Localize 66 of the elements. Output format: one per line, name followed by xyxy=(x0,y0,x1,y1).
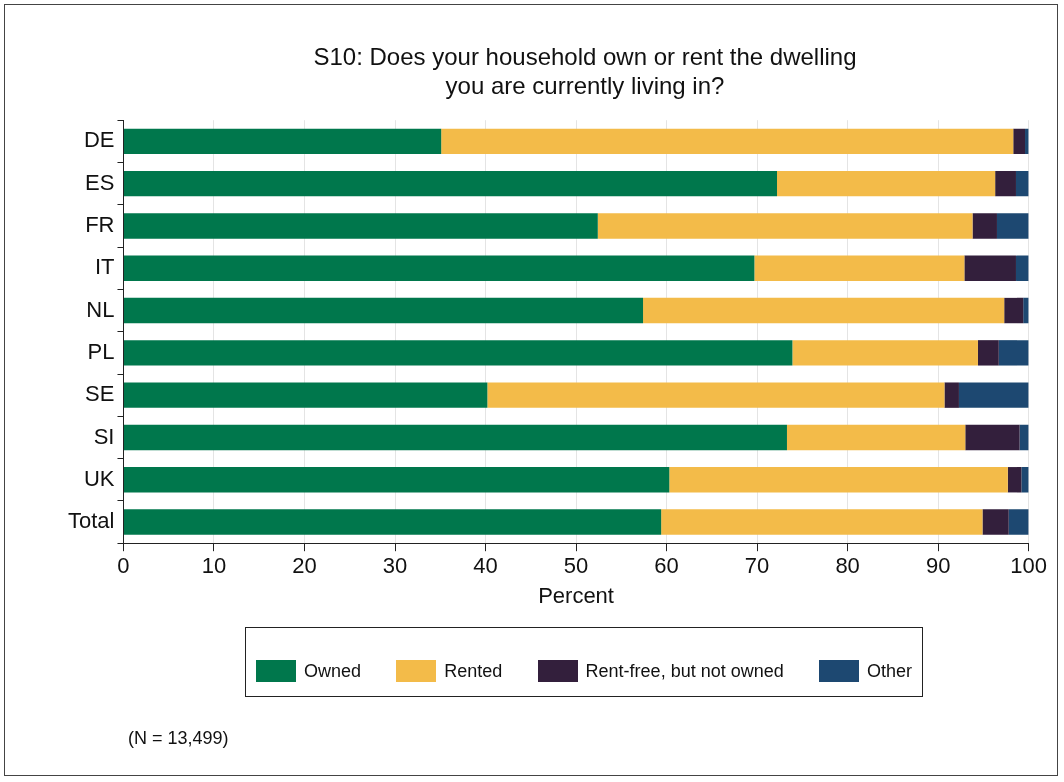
x-tick-label: 10 xyxy=(201,553,227,579)
bar xyxy=(754,255,965,281)
x-tick-label: 80 xyxy=(835,553,860,579)
y-tick-label: ES xyxy=(85,169,115,195)
y-tick-label: PL xyxy=(87,338,115,364)
bar xyxy=(972,213,997,239)
bar xyxy=(1015,255,1029,281)
bar xyxy=(1004,297,1024,324)
bar xyxy=(965,424,1020,451)
bar xyxy=(123,509,662,535)
y-tick-label: Total xyxy=(67,508,115,534)
x-tick-label: 100 xyxy=(1010,553,1048,579)
y-tick-label: SE xyxy=(85,381,115,407)
bar xyxy=(1021,467,1029,493)
x-tick-label: 50 xyxy=(563,553,589,579)
legend-label: Owned xyxy=(304,660,362,682)
bar xyxy=(123,340,793,366)
bar xyxy=(777,170,996,197)
y-tick-label: UK xyxy=(83,465,115,491)
bar xyxy=(441,128,1014,155)
x-tick-label: 90 xyxy=(925,553,951,579)
text: (N = 13,499) xyxy=(128,728,229,749)
bar xyxy=(998,340,1029,366)
bar xyxy=(123,170,778,197)
bar xyxy=(661,509,983,535)
bar xyxy=(982,509,1009,535)
bar xyxy=(123,297,644,324)
y-tick-label: DE xyxy=(83,127,115,153)
x-tick-label: 0 xyxy=(117,553,130,579)
bar xyxy=(792,340,978,366)
bar xyxy=(1013,128,1026,155)
x-tick-label: 40 xyxy=(473,553,498,579)
bar xyxy=(487,382,945,408)
bar xyxy=(786,424,966,451)
x-tick-label: 30 xyxy=(382,553,408,579)
x-axis-title: Percent xyxy=(538,582,614,608)
bar xyxy=(123,467,670,493)
bar xyxy=(123,213,598,239)
y-tick-label: SI xyxy=(93,423,115,449)
bar xyxy=(669,467,1008,493)
bar xyxy=(1008,509,1029,535)
legend-label: Other xyxy=(866,660,912,682)
bar xyxy=(123,424,787,451)
bar xyxy=(597,213,973,239)
bar xyxy=(643,297,1005,324)
bar xyxy=(977,340,999,366)
chart-title: S10: Does your household own or rent the dwelling you are currently living in? xyxy=(312,42,858,100)
bar xyxy=(123,382,488,408)
bar xyxy=(996,213,1029,239)
legend-label: Rented xyxy=(444,660,503,682)
y-tick-label: FR xyxy=(85,212,115,238)
bar xyxy=(958,382,1029,408)
y-tick-label: IT xyxy=(94,254,115,280)
bar xyxy=(995,170,1016,197)
legend-label: Rent-free, but not owned xyxy=(585,660,784,682)
bar xyxy=(1023,297,1029,324)
y-tick-label: NL xyxy=(86,296,115,322)
bar xyxy=(1015,170,1029,197)
bar xyxy=(964,255,1016,281)
bar xyxy=(944,382,959,408)
x-tick-label: 70 xyxy=(744,553,770,579)
bar xyxy=(123,255,755,281)
x-tick-label: 20 xyxy=(292,553,317,579)
x-tick-label: 60 xyxy=(654,553,679,579)
bar xyxy=(1007,467,1022,493)
bar xyxy=(123,128,442,155)
